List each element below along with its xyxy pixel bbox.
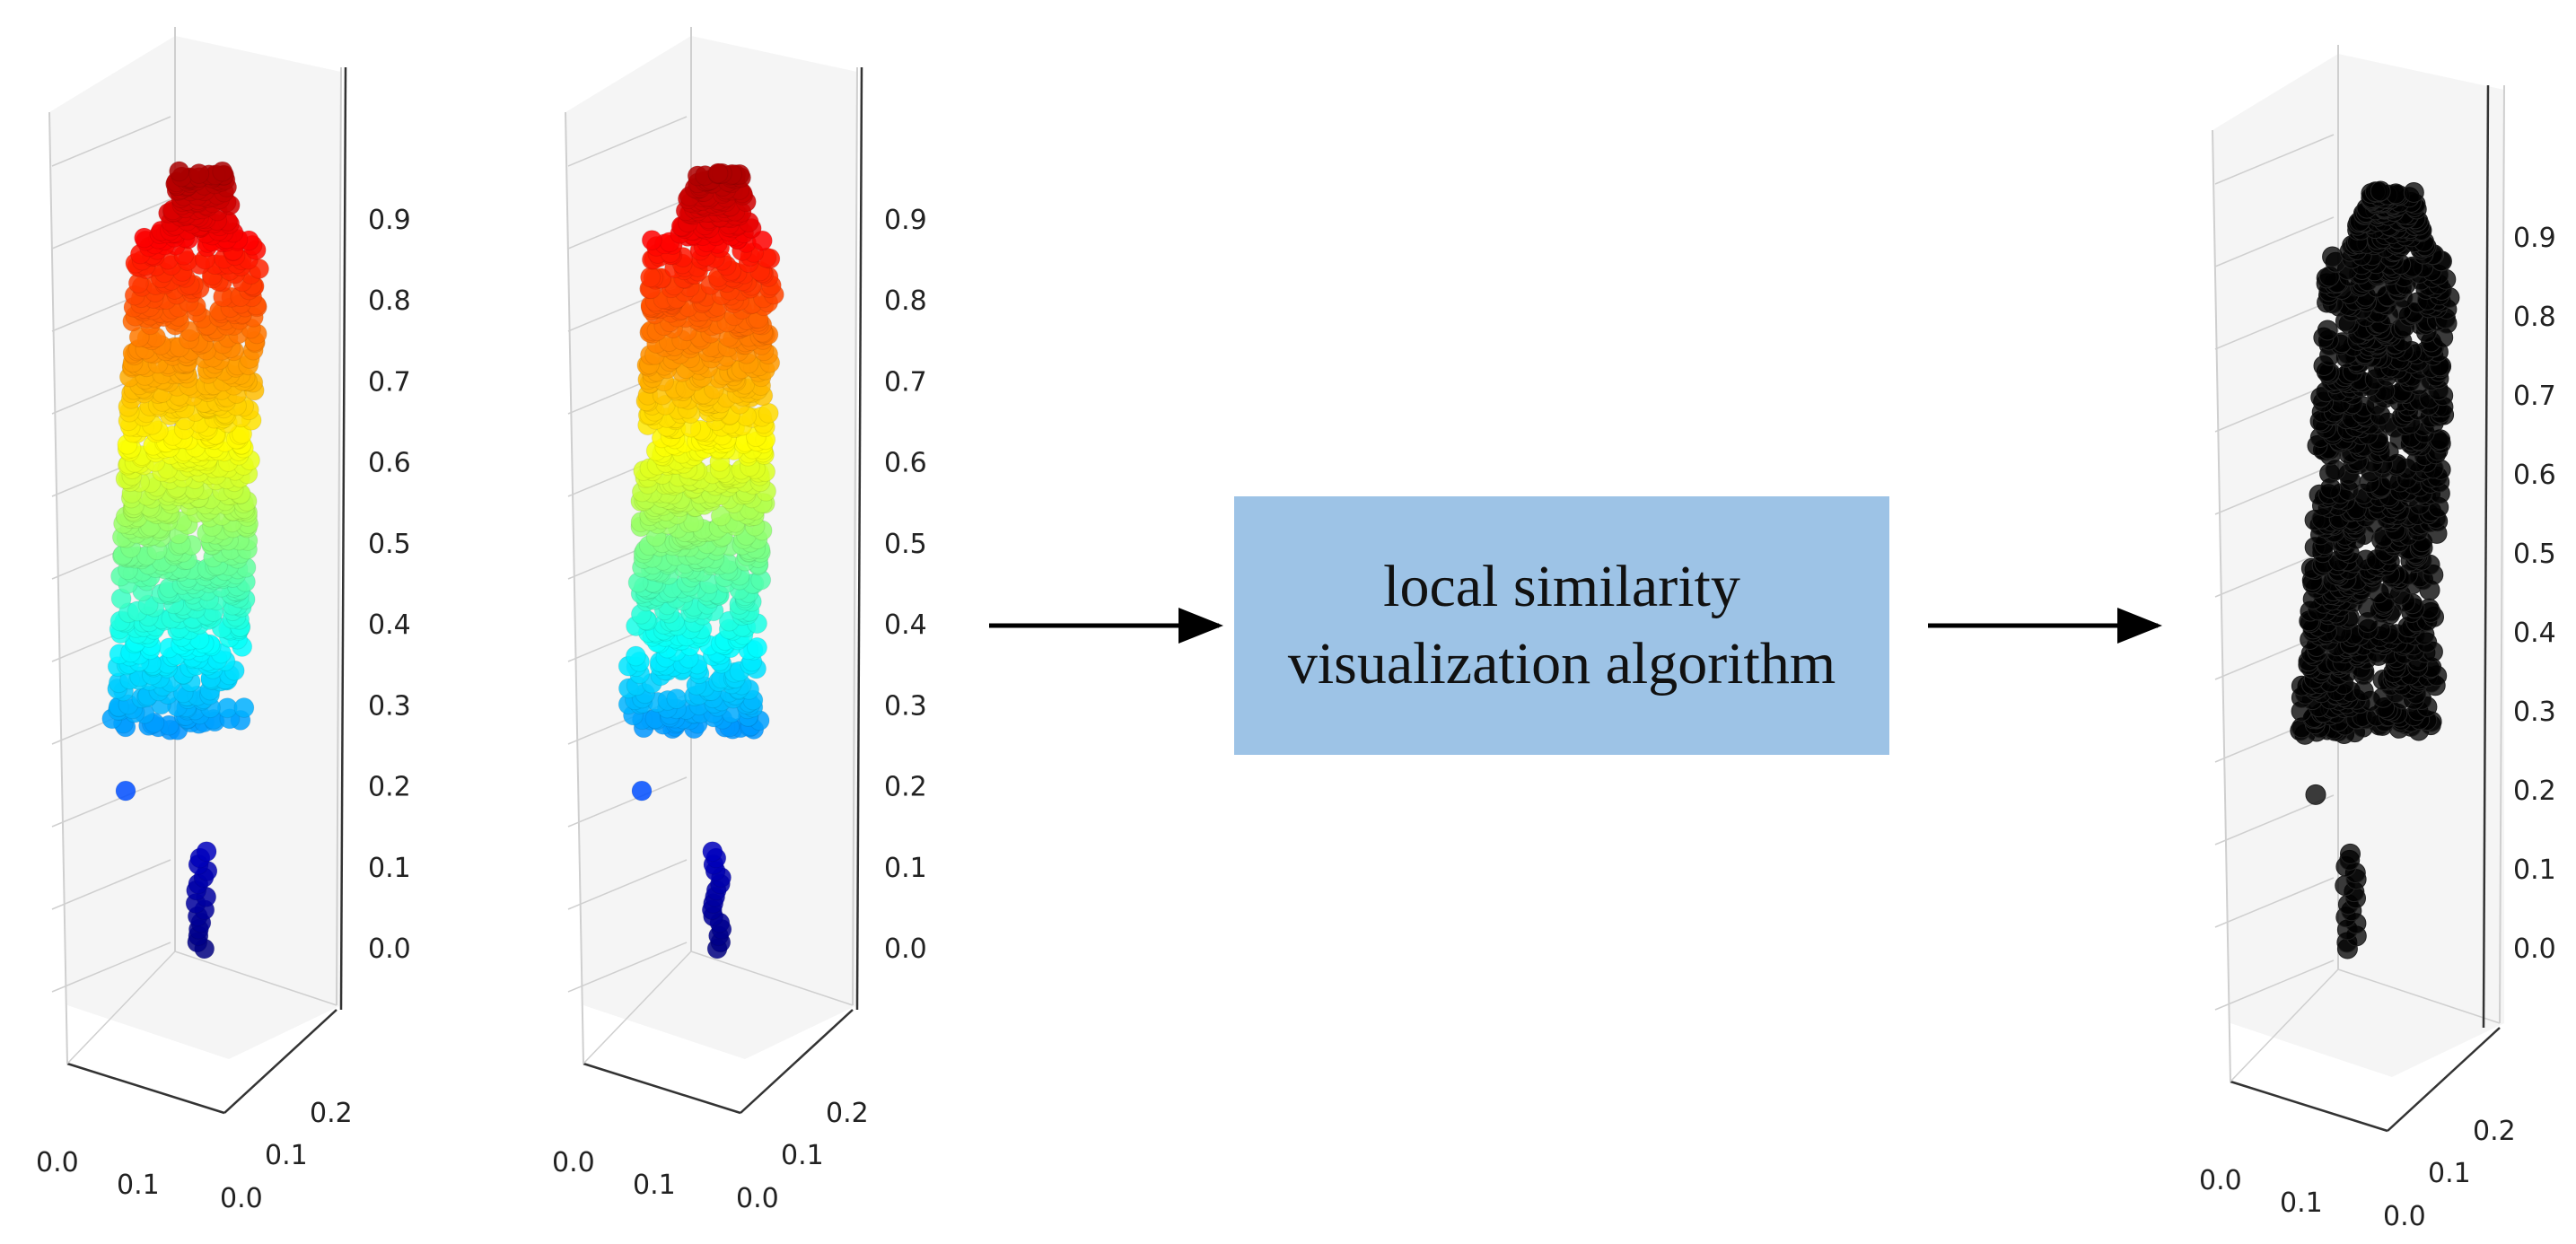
y-tick-label: 0.0	[220, 1183, 263, 1214]
algorithm-label-line1: local similarity	[1383, 554, 1740, 620]
grid-line	[336, 66, 342, 1006]
data-point	[2340, 843, 2361, 864]
x-axis-line	[583, 1062, 741, 1115]
data-point	[641, 230, 662, 251]
z-tick-label: 0.6	[2513, 460, 2556, 491]
z-tick-label: 0.2	[368, 772, 411, 803]
data-point	[169, 161, 190, 182]
y-tick-label: 0.0	[2383, 1201, 2426, 1232]
grid-line	[690, 951, 854, 1006]
algorithm-box: local similarity visualization algorithm	[1234, 496, 1889, 755]
z-tick-label: 0.8	[368, 285, 411, 317]
z-tick-label: 0.1	[2513, 854, 2556, 886]
z-tick-label: 0.6	[368, 448, 411, 479]
data-point	[2322, 246, 2344, 267]
z-tick-label: 0.3	[884, 690, 927, 722]
y-tick-label: 0.2	[310, 1098, 353, 1129]
z-tick-label: 0.1	[368, 853, 411, 884]
x-tick-label: 0.0	[36, 1147, 79, 1178]
z-tick-label: 0.5	[884, 529, 927, 560]
x-axis-line	[66, 1062, 225, 1115]
data-point	[702, 841, 723, 863]
data-point	[707, 162, 729, 184]
data-point	[640, 267, 662, 288]
z-tick-label: 0.9	[368, 205, 411, 236]
z-tick-label: 0.9	[884, 205, 927, 236]
grid-line	[66, 951, 176, 1064]
plot-left: 0.00.10.20.30.40.50.60.70.80.90.00.1 0.00…	[36, 27, 411, 1214]
z-tick-label: 0.7	[884, 366, 927, 398]
y-tick-label: 0.2	[2473, 1116, 2516, 1147]
grid-line	[567, 942, 688, 993]
x-tick-label: 0.1	[633, 1170, 676, 1201]
grid-line	[583, 951, 692, 1064]
y-tick-label: 0.1	[781, 1140, 824, 1171]
x-axis-line	[2230, 1080, 2388, 1133]
z-tick-label: 0.9	[2513, 223, 2556, 254]
z-tick-label: 0.7	[368, 366, 411, 398]
grid-line	[51, 198, 171, 250]
z-tick-label: 0.8	[884, 285, 927, 317]
z-tick-label: 0.8	[2513, 302, 2556, 333]
data-point	[666, 688, 688, 710]
x-tick-label: 0.1	[117, 1170, 160, 1201]
x-tick-label: 0.1	[2280, 1187, 2323, 1219]
data-point	[631, 780, 653, 802]
z-tick-label: 0.1	[884, 853, 927, 884]
grid-line	[174, 951, 337, 1006]
z-tick-label: 0.0	[884, 933, 927, 965]
data-point	[233, 697, 255, 718]
z-tick-label: 0.3	[2513, 696, 2556, 728]
z-tick-label: 0.0	[2513, 933, 2556, 965]
z-tick-label: 0.2	[884, 772, 927, 803]
data-point	[115, 780, 136, 802]
data-point	[212, 161, 233, 182]
y-tick-label: 0.0	[736, 1183, 779, 1214]
grid-line	[565, 111, 584, 1064]
z-tick-label: 0.5	[2513, 539, 2556, 570]
grid-line	[567, 859, 688, 910]
y-tick-label: 0.2	[826, 1098, 869, 1129]
data-point	[2317, 320, 2338, 341]
algorithm-label-line2: visualization algorithm	[1287, 631, 1836, 696]
data-point	[625, 645, 646, 667]
z-axis-line	[855, 66, 863, 1011]
z-tick-label: 0.7	[2513, 381, 2556, 412]
data-point	[2370, 180, 2391, 202]
plot-right: 0.00.10.20.30.40.50.60.70.80.90.00.1 0.00…	[2199, 45, 2556, 1232]
data-point	[188, 163, 210, 184]
z-tick-label: 0.4	[368, 609, 411, 641]
z-tick-label: 0.0	[368, 933, 411, 965]
z-tick-label: 0.4	[884, 609, 927, 641]
data-point	[2403, 182, 2424, 203]
y-tick-label: 0.1	[2428, 1158, 2471, 1189]
x-tick-label: 0.0	[552, 1147, 595, 1178]
z-tick-label: 0.3	[368, 690, 411, 722]
data-point	[758, 402, 779, 424]
grid-line	[51, 116, 171, 167]
data-point	[196, 841, 217, 863]
grid-line	[852, 66, 858, 1006]
grid-line	[51, 942, 171, 993]
grid-line	[51, 859, 171, 910]
z-tick-label: 0.5	[368, 529, 411, 560]
y-axis-line	[223, 1009, 337, 1114]
x-tick-label: 0.0	[2199, 1165, 2242, 1196]
z-tick-label: 0.6	[884, 448, 927, 479]
y-tick-label: 0.1	[265, 1140, 308, 1171]
z-axis-line	[339, 66, 347, 1011]
grid-line	[51, 776, 171, 828]
grid-line	[48, 111, 68, 1064]
y-axis-line	[740, 1009, 854, 1114]
plot-middle: 0.00.10.20.30.40.50.60.70.80.90.00.1 0.00…	[552, 27, 927, 1214]
z-tick-label: 0.4	[2513, 618, 2556, 649]
grid-line	[567, 116, 688, 167]
data-point	[747, 636, 767, 658]
grid-line	[567, 776, 688, 828]
z-tick-label: 0.2	[2513, 775, 2556, 807]
grid-line	[567, 198, 688, 250]
data-point	[2305, 784, 2326, 805]
